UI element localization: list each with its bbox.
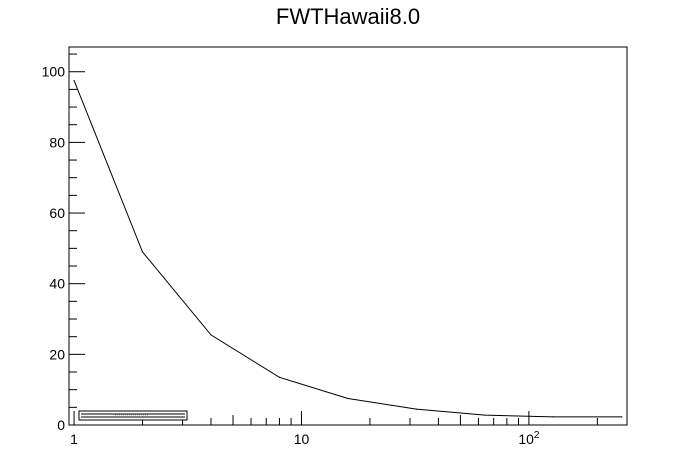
y-tick-label: 100 (42, 64, 66, 80)
data-point (210, 334, 212, 336)
series-line (73, 80, 622, 418)
plot-frame (68, 46, 628, 426)
y-tick-label: 40 (49, 276, 65, 292)
data-point (278, 376, 281, 378)
legend-box (78, 410, 188, 421)
data-point (141, 251, 144, 253)
x-tick-label: 1 (70, 431, 78, 447)
y-tick-label: 0 (57, 417, 65, 433)
y-tick-label: 80 (49, 134, 65, 150)
x-tick-label: 102 (518, 430, 540, 447)
data-point (552, 416, 554, 418)
data-point (73, 79, 75, 82)
series-layer (73, 79, 623, 418)
data-point (621, 416, 623, 418)
y-tick-label: 60 (49, 205, 65, 221)
legend-frame (78, 410, 188, 421)
chart-title: FWTHawaii8.0 (275, 4, 421, 29)
data-point (347, 397, 349, 400)
data-point (415, 408, 417, 410)
y-tick-label: 20 (49, 346, 65, 362)
x-axis: 1 10 102 (70, 411, 598, 447)
x-tick-exponent: 2 (534, 430, 540, 441)
data-point (484, 414, 486, 416)
x-tick-label: 10 (294, 431, 310, 447)
y-axis: 0 20 40 60 80 100 (42, 53, 85, 433)
